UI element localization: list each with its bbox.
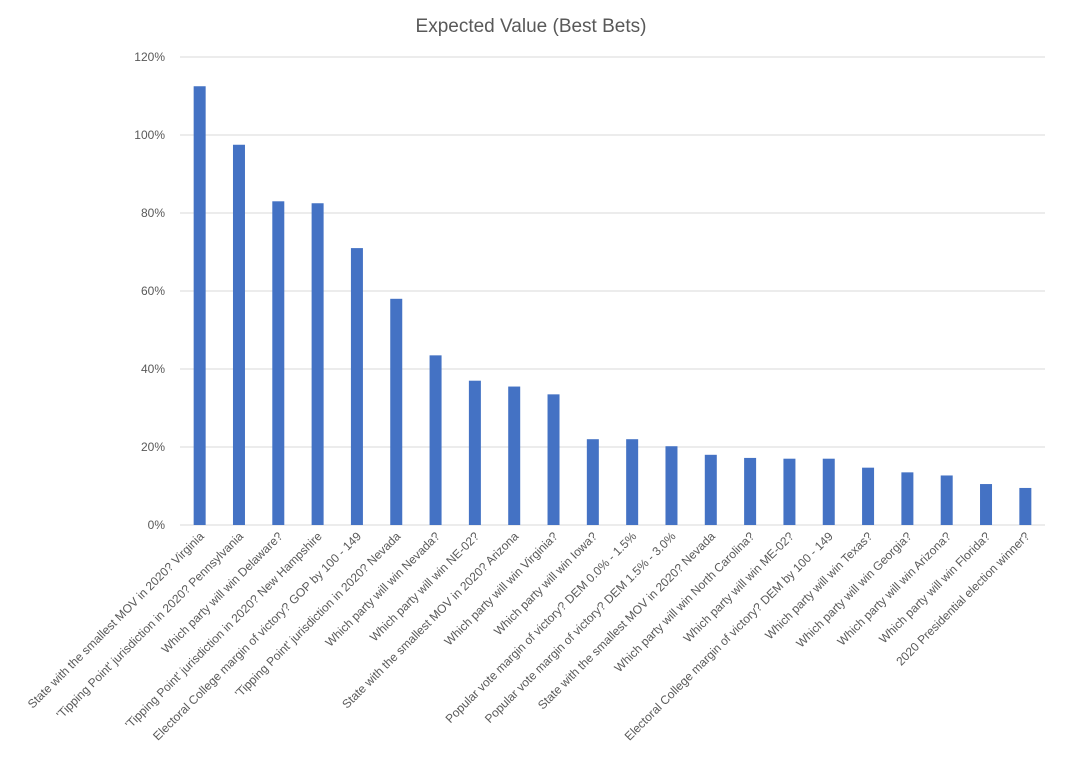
bar bbox=[429, 355, 442, 525]
bar bbox=[508, 386, 521, 525]
chart-title: Expected Value (Best Bets) bbox=[416, 16, 647, 37]
bar bbox=[626, 439, 639, 525]
bar bbox=[272, 201, 285, 526]
bar bbox=[311, 203, 324, 525]
bar bbox=[547, 394, 560, 525]
bar bbox=[704, 454, 717, 525]
y-tick-label: 40% bbox=[141, 362, 165, 376]
bars bbox=[193, 86, 1032, 526]
gridlines bbox=[180, 56, 1045, 526]
bar bbox=[232, 144, 245, 525]
x-axis-ticks: State with the smallest MOV in 2020? Vir… bbox=[25, 529, 1033, 743]
bar bbox=[901, 472, 914, 525]
y-axis-ticks: 0% 20% 40% 60% 80% 100% 120% bbox=[134, 50, 165, 532]
bar bbox=[940, 475, 953, 525]
bar bbox=[744, 457, 757, 525]
bar bbox=[665, 446, 678, 525]
bar bbox=[783, 458, 796, 525]
y-tick-label: 80% bbox=[141, 206, 165, 220]
y-tick-label: 60% bbox=[141, 284, 165, 298]
bar bbox=[980, 484, 993, 525]
bar bbox=[862, 467, 875, 525]
bar bbox=[1019, 487, 1032, 525]
bar bbox=[468, 380, 481, 525]
bar bbox=[822, 458, 835, 525]
y-tick-label: 120% bbox=[134, 50, 165, 64]
y-tick-label: 20% bbox=[141, 440, 165, 454]
x-tick-label: Which party will win North Carolina? bbox=[612, 529, 758, 675]
y-tick-label: 0% bbox=[148, 518, 166, 532]
bar bbox=[193, 86, 206, 525]
y-tick-label: 100% bbox=[134, 128, 165, 142]
bar bbox=[390, 298, 403, 525]
bar bbox=[350, 248, 363, 525]
bar bbox=[586, 439, 599, 525]
